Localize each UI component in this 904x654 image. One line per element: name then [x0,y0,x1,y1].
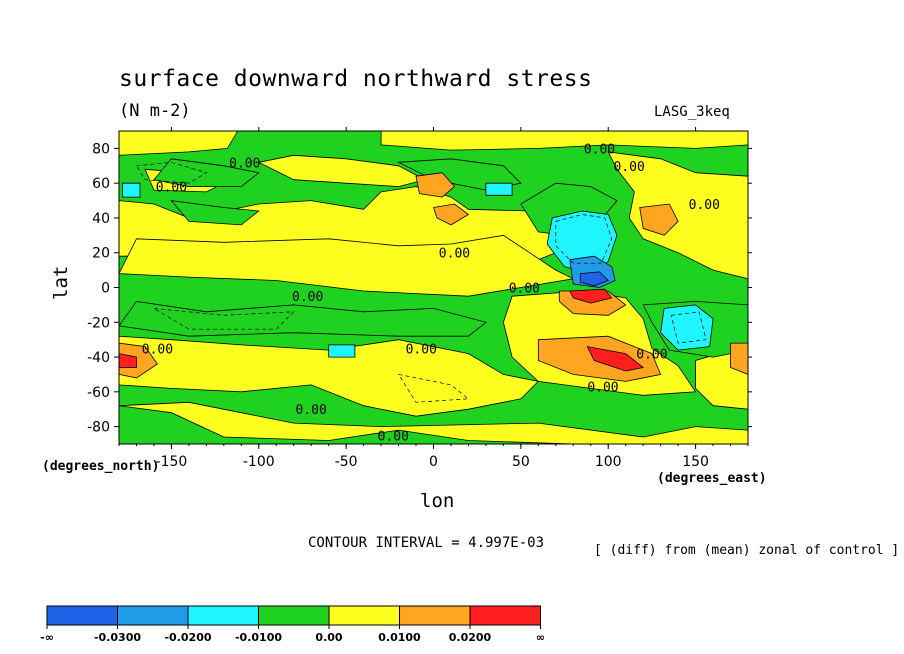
contour-label: 0.00 [689,198,720,213]
strong-positive-region [586,346,645,372]
contour-label: 0.00 [292,290,323,305]
x-unit-label: (degrees_east) [657,471,767,486]
y-unit-label: (degrees_north) [42,459,160,474]
x-tick-label: -150 [156,454,188,470]
y-tick-label: -40 [87,350,110,366]
colorbar-swatch [117,605,189,626]
model-label: LASG_3keq [654,104,730,120]
strong-positive-region [432,203,470,226]
x-axis-label: lon [420,490,455,512]
negative-contour [135,161,208,184]
contour-label: 0.00 [229,156,260,171]
strong-negative-region [546,210,618,275]
contour-label: 0.00 [614,160,645,175]
strong-negative-region [485,182,513,196]
x-tick-label: 50 [512,454,530,470]
colorbar-label: 0.0200 [449,631,492,644]
positive-region [380,131,748,151]
contour-label: 0.00 [509,282,540,297]
colorbar-swatch [46,605,118,626]
x-tick-label: -50 [335,454,358,470]
colorbar-swatch [328,605,400,626]
y-tick-label: 80 [92,141,110,157]
negative-contour [153,308,295,330]
contour-label: 0.00 [587,381,618,396]
y-tick-label: -80 [87,420,110,436]
y-tick-label: -60 [87,385,110,401]
difference-note: [ (diff) from (mean) zonal of control ] [594,543,900,558]
contour-label: 0.00 [584,142,615,157]
colorbar-swatch [399,605,471,626]
positive-region [119,401,748,444]
contour-interval-label: CONTOUR INTERVAL = 4.997E-03 [308,535,545,551]
contour-label: 0.00 [406,342,437,357]
y-tick-label: 40 [92,211,110,227]
colorbar-label: -0.0100 [235,631,282,644]
colorbar-label: 0.0100 [378,631,421,644]
negative-contour [555,214,613,264]
strong-negative-region [328,344,356,358]
contour-label: 0.00 [378,429,409,444]
chart-units: (N m-2) [119,101,191,121]
positive-region [119,131,239,156]
positive-region [607,151,748,280]
colorbar-swatch [258,605,330,626]
colorbar-label: 0.00 [315,631,342,644]
strong-negative-region [122,182,141,198]
y-tick-label: 60 [92,176,110,192]
y-tick-label: 20 [92,246,110,262]
y-tick-label: -20 [87,315,110,331]
contour-label: 0.00 [156,181,187,196]
strong-positive-region [415,172,456,198]
contour-label: 0.00 [142,342,173,357]
contour-label: 0.00 [636,348,667,363]
strong-positive-region [119,342,158,379]
colorbar-swatch [469,605,541,626]
colorbar-label: -∞ [40,631,54,644]
strong-positive-region [730,342,748,375]
negative-contour [397,373,470,403]
negative-region [170,200,260,226]
colorbar-label: -0.0200 [164,631,211,644]
x-tick-label: 150 [682,454,709,470]
strong-positive-region [639,203,679,236]
strong-positive-region [119,353,137,368]
positive-region [119,234,575,297]
strong-negative-region [660,304,714,351]
positive-region [119,335,540,417]
y-tick-label: 0 [101,281,110,297]
negative-contour [670,311,707,344]
negative-region [119,300,487,337]
x-tick-label: -100 [243,454,275,470]
chart-title: surface downward northward stress [119,66,593,92]
field-layer [119,131,748,444]
contour-label: 0.00 [296,403,327,418]
x-tick-label: 0 [429,454,438,470]
colorbar-swatch [187,605,259,626]
strong-negative-region [579,271,609,287]
colorbar-label: ∞ [536,631,545,644]
contour-label: 0.00 [439,247,470,262]
x-tick-label: 100 [595,454,622,470]
strong-positive-region [569,288,613,304]
colorbar-label: -0.0300 [94,631,141,644]
